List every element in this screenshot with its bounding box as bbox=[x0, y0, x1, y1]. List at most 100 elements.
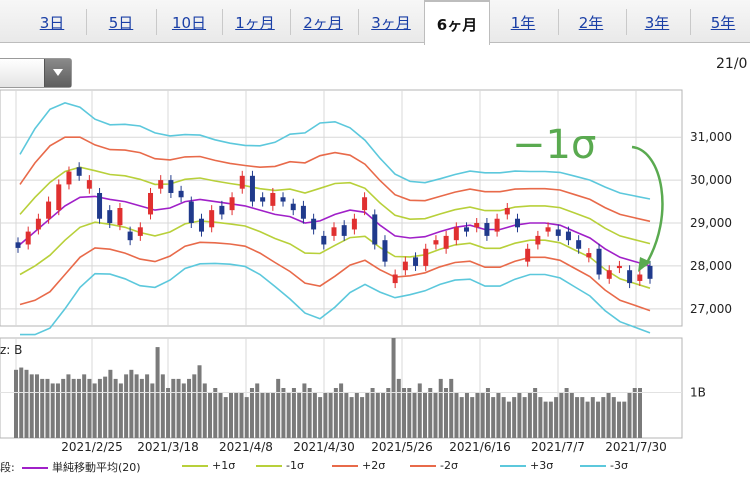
horizontal-grid bbox=[0, 136, 682, 310]
price-tick-label: 30,000 bbox=[690, 173, 732, 187]
volume-bar bbox=[596, 401, 601, 438]
price-tick-label: 29,000 bbox=[690, 216, 732, 230]
tab-5y[interactable]: 5年 bbox=[710, 14, 736, 32]
volume-bar bbox=[386, 388, 391, 438]
candlestick bbox=[46, 201, 52, 219]
tab-3d[interactable]: 3日 bbox=[39, 14, 65, 32]
volume-bar bbox=[160, 374, 165, 438]
annotation-arrow-icon bbox=[631, 145, 664, 267]
candlestick bbox=[514, 218, 520, 228]
dropdown-arrow-icon[interactable] bbox=[44, 59, 71, 87]
candlestick bbox=[107, 210, 113, 224]
tab-3y[interactable]: 3年 bbox=[644, 14, 670, 32]
volume-bar bbox=[108, 369, 113, 438]
volume-bar bbox=[265, 392, 270, 438]
volume-bar bbox=[166, 388, 171, 438]
volume-bar bbox=[50, 383, 55, 438]
volume-bar bbox=[97, 378, 102, 438]
candlestick bbox=[453, 227, 459, 241]
tab-5d[interactable]: 5日 bbox=[108, 14, 134, 32]
volume-bar bbox=[118, 383, 123, 438]
volume-bar bbox=[533, 388, 538, 438]
candlestick bbox=[198, 218, 204, 232]
volume-bar bbox=[428, 388, 433, 438]
candlestick bbox=[382, 240, 388, 262]
volume-bar bbox=[617, 401, 622, 438]
tab-separator bbox=[358, 9, 359, 35]
minus-2-sigma-line bbox=[19, 241, 651, 312]
candlestick bbox=[616, 265, 622, 269]
tab-2y[interactable]: 2年 bbox=[578, 14, 604, 32]
candlestick bbox=[586, 253, 592, 258]
candlestick bbox=[525, 248, 531, 262]
volume-bar bbox=[480, 392, 485, 438]
volume-bar bbox=[24, 369, 29, 438]
annotation-arrowhead-icon bbox=[638, 257, 651, 272]
volume-bar bbox=[611, 397, 616, 438]
tab-1y[interactable]: 1年 bbox=[510, 14, 536, 32]
volume-bar bbox=[443, 388, 448, 438]
volume-bar bbox=[228, 392, 233, 438]
candlestick bbox=[372, 214, 378, 245]
candlestick bbox=[260, 197, 266, 202]
volume-bar bbox=[554, 397, 559, 438]
tab-2m[interactable]: 2ヶ月 bbox=[303, 14, 343, 32]
volume-bar bbox=[318, 397, 323, 438]
volume-bar bbox=[124, 374, 129, 438]
volume-bar bbox=[559, 392, 564, 438]
tab-1m[interactable]: 1ヶ月 bbox=[235, 14, 275, 32]
legend-item-minus2: -2σ bbox=[410, 459, 458, 472]
volume-bar bbox=[354, 392, 359, 438]
volume-bar bbox=[202, 383, 207, 438]
candlestick bbox=[137, 227, 143, 236]
volume-bar bbox=[370, 388, 375, 438]
volume-bar bbox=[249, 388, 254, 438]
volume-bar bbox=[638, 388, 642, 438]
volume-bar bbox=[333, 388, 338, 438]
volume-bar bbox=[569, 392, 574, 438]
volume-bar bbox=[270, 392, 275, 438]
candlestick bbox=[504, 208, 510, 215]
volume-bar bbox=[55, 383, 60, 438]
moving-average-line bbox=[19, 195, 651, 267]
volume-bar bbox=[192, 374, 197, 438]
volume-bar bbox=[307, 388, 312, 438]
candlestick bbox=[647, 265, 653, 279]
candlestick bbox=[535, 235, 541, 245]
candlestick bbox=[576, 240, 582, 249]
volume-bar bbox=[412, 392, 417, 438]
candlestick bbox=[280, 197, 286, 202]
candlestick bbox=[290, 203, 296, 211]
volume-bar bbox=[454, 392, 459, 438]
minus-1-sigma-annotation: −1σ bbox=[512, 122, 596, 168]
tab-separator bbox=[626, 9, 627, 35]
indicator-select[interactable] bbox=[0, 58, 72, 88]
tab-3m[interactable]: 3ヶ月 bbox=[371, 14, 411, 32]
volume-bar bbox=[297, 392, 302, 438]
volume-axis-ticks: 1B bbox=[0, 386, 706, 400]
volume-bar bbox=[176, 378, 181, 438]
tab-10d[interactable]: 10日 bbox=[171, 14, 207, 32]
tab-6m[interactable]: 6ヶ月 bbox=[424, 0, 490, 45]
candlestick bbox=[148, 192, 154, 215]
volume-bar bbox=[506, 401, 511, 438]
volume-bar bbox=[255, 383, 260, 438]
volume-bar bbox=[417, 383, 422, 438]
candlestick bbox=[270, 192, 276, 206]
volume-bar bbox=[423, 392, 428, 438]
volume-bar bbox=[76, 378, 81, 438]
volume-bar bbox=[402, 388, 407, 438]
volume-bar bbox=[527, 392, 532, 438]
volume-bar bbox=[339, 383, 344, 438]
volume-bar bbox=[564, 388, 569, 438]
volume-bar bbox=[485, 388, 490, 438]
volume-bar bbox=[601, 397, 606, 438]
volume-bar bbox=[328, 392, 333, 438]
volume-bar bbox=[517, 392, 522, 438]
date-tick-label: 2021/6/16 bbox=[449, 440, 511, 454]
tab-separator bbox=[156, 9, 157, 35]
volume-bar bbox=[459, 397, 464, 438]
volume-bar bbox=[632, 388, 637, 438]
volume-bar bbox=[239, 392, 244, 438]
